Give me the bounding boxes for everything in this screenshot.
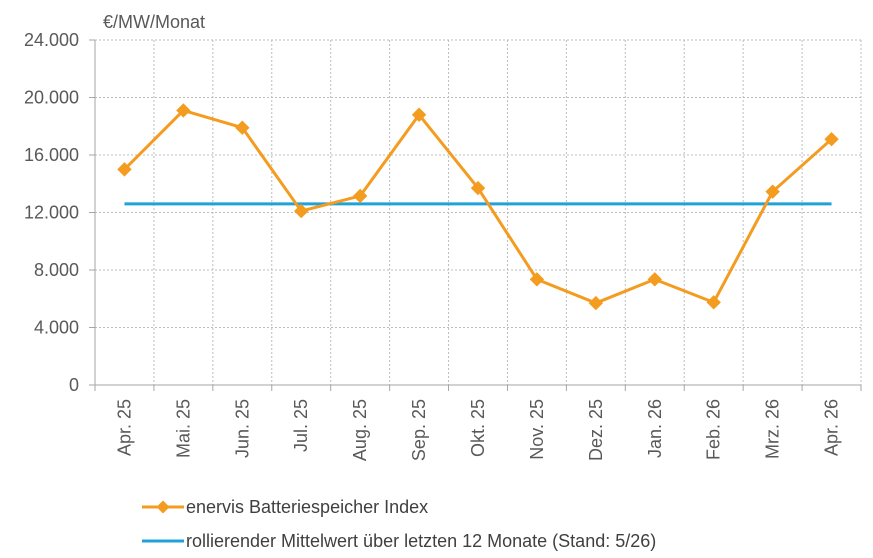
data-point (706, 295, 721, 310)
y-tick-label: 16.000 (24, 145, 79, 165)
legend-swatch-marker (156, 500, 170, 514)
y-axis-ticks: 0 4.000 8.000 12.000 16.000 20.000 24.000 (24, 30, 79, 395)
grid (95, 39, 862, 385)
legend-item-0: enervis Batteriespeicher Index (142, 497, 428, 517)
legend-label: rollierender Mittelwert über letzten 12 … (186, 531, 656, 551)
legend: enervis Batteriespeicher Index rollierend… (142, 497, 656, 551)
legend-item-1: rollierender Mittelwert über letzten 12 … (142, 531, 656, 551)
data-point (411, 107, 427, 122)
data-point (529, 272, 545, 287)
data-point (176, 103, 191, 118)
data-point (352, 188, 368, 204)
data-point (824, 131, 839, 147)
y-tick-label: 4.000 (34, 318, 79, 338)
x-tick-label: Apr. 25 (114, 399, 134, 456)
axes (89, 39, 862, 391)
x-tick-label: Jan. 26 (645, 399, 665, 458)
x-tick-label: Okt. 25 (468, 399, 488, 457)
data-point (117, 162, 132, 177)
y-axis-unit-label: €/MW/Monat (103, 12, 205, 32)
data-point (470, 180, 486, 196)
series-layer (117, 103, 839, 311)
x-axis-ticks: Apr. 25 Mai. 25 Jun. 25 Jul. 25 Aug. 25 Sep. … (114, 399, 841, 461)
y-tick-label: 0 (69, 375, 79, 395)
x-tick-label: Feb. 26 (704, 399, 724, 460)
x-tick-label: Jun. 25 (232, 399, 252, 458)
y-tick-label: 12.000 (24, 203, 79, 223)
data-point (647, 272, 662, 287)
y-tick-label: 24.000 (24, 30, 79, 50)
x-tick-label: Jul. 25 (291, 399, 311, 452)
y-tick-label: 8.000 (34, 260, 79, 280)
data-point (765, 184, 780, 199)
x-tick-label: Sep. 25 (409, 399, 429, 461)
legend-label: enervis Batteriespeicher Index (186, 497, 428, 517)
x-tick-label: Mai. 25 (173, 399, 193, 458)
data-point (294, 203, 309, 219)
x-tick-label: Aug. 25 (350, 399, 370, 461)
series-0 (117, 103, 839, 311)
x-tick-label: Nov. 25 (527, 399, 547, 460)
y-tick-label: 20.000 (24, 88, 79, 108)
x-tick-label: Apr. 26 (822, 399, 842, 456)
x-tick-label: Mrz. 26 (763, 399, 783, 459)
data-point (235, 120, 250, 135)
data-point (588, 295, 604, 311)
series-line (123, 108, 833, 305)
x-tick-label: Dez. 25 (586, 399, 606, 461)
